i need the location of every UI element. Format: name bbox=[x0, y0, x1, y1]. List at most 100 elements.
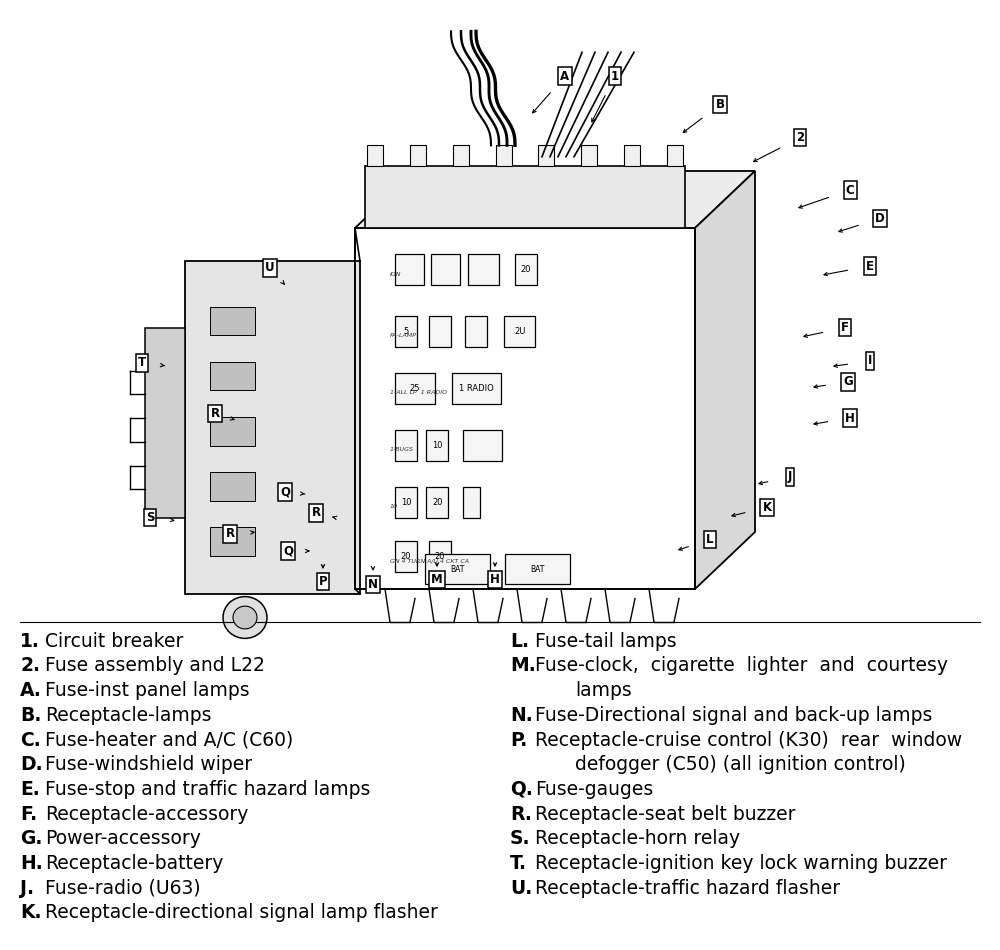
Bar bbox=[395, 487, 417, 518]
Bar bbox=[624, 145, 640, 166]
Text: IGN: IGN bbox=[390, 272, 401, 276]
Text: 10: 10 bbox=[432, 441, 442, 450]
Bar bbox=[210, 527, 255, 556]
Bar bbox=[431, 255, 460, 285]
Text: A.: A. bbox=[20, 681, 42, 700]
Bar bbox=[425, 554, 490, 584]
Text: Q: Q bbox=[280, 485, 290, 499]
Text: Circuit breaker: Circuit breaker bbox=[45, 632, 183, 651]
Text: Fuse-gauges: Fuse-gauges bbox=[535, 780, 653, 799]
Bar bbox=[538, 145, 554, 166]
Text: 1.: 1. bbox=[20, 632, 40, 651]
Text: Fuse assembly and L22: Fuse assembly and L22 bbox=[45, 656, 265, 675]
Bar bbox=[395, 373, 435, 404]
Text: I: I bbox=[868, 354, 872, 368]
Text: T: T bbox=[138, 356, 146, 370]
Text: Fuse-heater and A/C (C60): Fuse-heater and A/C (C60) bbox=[45, 731, 293, 750]
Bar bbox=[210, 307, 255, 335]
Text: 2U: 2U bbox=[514, 327, 525, 336]
Text: Receptacle-cruise control (K30)  rear  window: Receptacle-cruise control (K30) rear win… bbox=[535, 731, 962, 750]
Text: M.: M. bbox=[510, 656, 536, 675]
Text: D.: D. bbox=[20, 755, 43, 774]
Text: Fuse-Directional signal and back-up lamps: Fuse-Directional signal and back-up lamp… bbox=[535, 706, 932, 725]
Text: Power-accessory: Power-accessory bbox=[45, 829, 201, 848]
Bar bbox=[463, 487, 480, 518]
Text: K: K bbox=[762, 501, 772, 514]
Text: 25: 25 bbox=[410, 384, 420, 393]
Text: 1-BUGS: 1-BUGS bbox=[390, 447, 414, 452]
Circle shape bbox=[223, 597, 267, 638]
Text: M: M bbox=[431, 573, 443, 586]
Text: B.: B. bbox=[20, 706, 41, 725]
Text: 20: 20 bbox=[435, 552, 445, 561]
Text: D: D bbox=[875, 212, 885, 225]
Text: F.: F. bbox=[20, 805, 37, 824]
Text: G.: G. bbox=[20, 829, 42, 848]
Text: Fuse-windshield wiper: Fuse-windshield wiper bbox=[45, 755, 252, 774]
Bar bbox=[395, 316, 417, 347]
Text: S: S bbox=[146, 511, 154, 524]
Text: lamps: lamps bbox=[575, 681, 632, 700]
Bar bbox=[581, 145, 597, 166]
Bar bbox=[667, 145, 683, 166]
Bar bbox=[465, 316, 487, 347]
Text: 10: 10 bbox=[390, 504, 398, 509]
Text: 20: 20 bbox=[401, 552, 411, 561]
Text: S.: S. bbox=[510, 829, 530, 848]
Text: Fuse-clock,  cigarette  lighter  and  courtesy: Fuse-clock, cigarette lighter and courte… bbox=[535, 656, 948, 675]
Text: Receptacle-accessory: Receptacle-accessory bbox=[45, 805, 248, 824]
Text: F: F bbox=[841, 321, 849, 334]
Text: GN 4 TURN A/U 4 CKT CA: GN 4 TURN A/U 4 CKT CA bbox=[390, 559, 469, 563]
Text: Receptacle-seat belt buzzer: Receptacle-seat belt buzzer bbox=[535, 805, 796, 824]
Text: Fuse-radio (U63): Fuse-radio (U63) bbox=[45, 879, 201, 898]
Text: 20: 20 bbox=[432, 498, 442, 507]
Polygon shape bbox=[355, 171, 755, 228]
Text: R.: R. bbox=[510, 805, 532, 824]
Text: C: C bbox=[846, 183, 854, 197]
Text: 20: 20 bbox=[520, 265, 531, 275]
Text: Fuse-stop and traffic hazard lamps: Fuse-stop and traffic hazard lamps bbox=[45, 780, 370, 799]
Bar bbox=[429, 316, 451, 347]
Bar bbox=[410, 145, 426, 166]
Text: BAT: BAT bbox=[530, 565, 545, 575]
Text: 2.: 2. bbox=[20, 656, 40, 675]
Polygon shape bbox=[185, 261, 360, 594]
Bar bbox=[468, 255, 499, 285]
Text: 1-ALL LP  1 RADIO: 1-ALL LP 1 RADIO bbox=[390, 390, 447, 395]
Text: J.: J. bbox=[20, 879, 34, 898]
Text: L.: L. bbox=[510, 632, 529, 651]
Text: 2: 2 bbox=[796, 131, 804, 144]
Text: C.: C. bbox=[20, 731, 41, 750]
Polygon shape bbox=[145, 328, 185, 518]
Text: R: R bbox=[311, 506, 321, 520]
Bar bbox=[505, 554, 570, 584]
Text: K.: K. bbox=[20, 903, 42, 922]
Text: B: B bbox=[716, 98, 724, 111]
Bar bbox=[367, 145, 383, 166]
Bar bbox=[395, 255, 424, 285]
Text: G: G bbox=[843, 375, 853, 389]
Text: A: A bbox=[560, 69, 570, 83]
Text: Receptacle-directional signal lamp flasher: Receptacle-directional signal lamp flash… bbox=[45, 903, 438, 922]
Bar bbox=[210, 417, 255, 446]
Text: H.: H. bbox=[20, 854, 43, 873]
Text: Receptacle-horn relay: Receptacle-horn relay bbox=[535, 829, 740, 848]
Text: P: P bbox=[319, 575, 327, 588]
Text: R: R bbox=[225, 527, 235, 541]
Text: J: J bbox=[788, 470, 792, 484]
Text: Fuse-inst panel lamps: Fuse-inst panel lamps bbox=[45, 681, 250, 700]
Bar bbox=[452, 373, 501, 404]
Text: 1: 1 bbox=[611, 69, 619, 83]
Bar bbox=[365, 166, 685, 228]
Text: Fuse-tail lamps: Fuse-tail lamps bbox=[535, 632, 677, 651]
Text: Receptacle-ignition key lock warning buzzer: Receptacle-ignition key lock warning buz… bbox=[535, 854, 947, 873]
Text: E.: E. bbox=[20, 780, 40, 799]
Text: U: U bbox=[265, 261, 275, 275]
Text: U.: U. bbox=[510, 879, 532, 898]
Bar bbox=[515, 255, 537, 285]
Text: BAT: BAT bbox=[450, 565, 465, 575]
Bar bbox=[429, 542, 451, 572]
Polygon shape bbox=[695, 171, 755, 589]
Bar bbox=[453, 145, 469, 166]
Text: T.: T. bbox=[510, 854, 527, 873]
